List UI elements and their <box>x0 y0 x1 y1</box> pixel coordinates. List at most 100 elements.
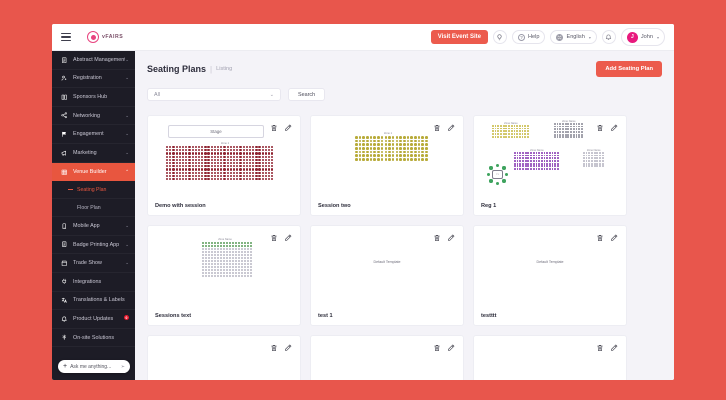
pencil-icon[interactable] <box>446 123 455 132</box>
chevron-down-icon: ⌄ <box>125 241 129 247</box>
seat <box>242 161 245 165</box>
seat <box>237 256 240 260</box>
trash-icon[interactable] <box>595 123 604 132</box>
seat <box>540 160 543 162</box>
seating-plan-card[interactable]: Stage Zone 1 Demo with session <box>147 115 301 216</box>
seating-plan-card[interactable]: Default Template test 1 <box>310 225 464 326</box>
pencil-icon[interactable] <box>446 343 455 352</box>
seat <box>232 174 236 177</box>
seat <box>557 165 559 168</box>
trash-icon[interactable] <box>269 123 278 132</box>
seat <box>519 154 522 157</box>
seat <box>268 155 271 158</box>
seating-plan-preview: Default Template <box>474 226 626 304</box>
sidebar-item-badge-printing-app[interactable]: Badge Printing App ⌄ <box>52 236 135 255</box>
sidebar-item-product-updates[interactable]: Product Updates 0 <box>52 310 135 329</box>
seating-plan-card[interactable] <box>473 335 627 380</box>
seat <box>494 127 497 130</box>
sidebar-item-on-site-solutions[interactable]: On-site Solutions <box>52 329 135 348</box>
breadcrumb: Listing <box>216 66 233 72</box>
search-button[interactable]: Search <box>288 88 326 101</box>
seat <box>421 143 424 146</box>
seat <box>223 174 226 177</box>
seat <box>570 128 572 131</box>
seat <box>548 162 551 165</box>
ask-me-anything-widget[interactable]: + Ask me anything... ➢ <box>58 360 130 373</box>
sidebar-item-engagement[interactable]: Engagement ⌄ <box>52 125 135 144</box>
pencil-icon[interactable] <box>609 123 618 132</box>
seat <box>191 174 194 177</box>
seat <box>225 259 228 262</box>
trash-icon[interactable] <box>269 233 278 242</box>
send-icon[interactable]: ➢ <box>120 363 125 370</box>
visit-event-site-button[interactable]: Visit Event Site <box>430 30 488 44</box>
seat <box>220 155 223 158</box>
seat <box>497 135 500 138</box>
seat <box>599 157 601 160</box>
seat <box>575 131 578 133</box>
trash-icon[interactable] <box>432 233 441 242</box>
sidebar-item-integrations[interactable]: Integrations <box>52 273 135 292</box>
seat <box>373 158 377 161</box>
plan-filter-select[interactable]: All ⌄ <box>147 88 281 101</box>
seat <box>562 125 564 128</box>
add-seating-plan-button[interactable]: Add Seating Plan <box>596 61 662 77</box>
pencil-icon[interactable] <box>283 233 292 242</box>
sidebar-item-marketing[interactable]: Marketing ⌄ <box>52 144 135 163</box>
seating-plan-card[interactable]: Default Template testttt <box>473 225 627 326</box>
sidebar-item-sponsors-hub[interactable]: Sponsors Hub <box>52 88 135 107</box>
help-button[interactable]: ? Help <box>511 30 546 44</box>
pencil-icon[interactable] <box>283 123 292 132</box>
seat <box>201 165 204 168</box>
seating-plan-card[interactable]: Zone 1 Session two <box>310 115 464 216</box>
sidebar-subitem-floor-plan[interactable]: Floor Plan <box>52 199 135 218</box>
breadcrumb-separator: | <box>210 64 213 74</box>
seat <box>502 135 505 138</box>
pencil-icon[interactable] <box>609 233 618 242</box>
pencil-icon[interactable] <box>446 233 455 242</box>
trash-icon[interactable] <box>595 343 604 352</box>
sidebar-item-registration[interactable]: Registration ⌄ <box>52 70 135 89</box>
sidebar-item-mobile-app[interactable]: Mobile App ⌄ <box>52 217 135 236</box>
seating-plans-grid-scroll[interactable]: Stage Zone 1 Demo with session Zone 1 Sessio… <box>135 115 674 380</box>
hamburger-icon[interactable] <box>61 33 71 41</box>
app-logo[interactable]: vFAIRS <box>87 31 123 43</box>
seating-plan-card[interactable] <box>147 335 301 380</box>
seating-plan-preview: Stage Zone 1 <box>148 116 300 194</box>
user-menu[interactable]: J John ▾ <box>620 28 665 46</box>
seat <box>236 177 239 181</box>
seat <box>172 177 175 181</box>
seat <box>527 160 530 162</box>
seating-plan-card[interactable]: Zone Name Zone Name Zone Name Zone Name T1 Re… <box>473 115 627 216</box>
sidebar-item-venue-builder[interactable]: Venue Builder ⌃ <box>52 162 135 182</box>
ask-input-placeholder[interactable]: Ask me anything... <box>70 363 112 370</box>
seating-plan-card[interactable] <box>310 335 464 380</box>
sidebar-item-networking[interactable]: Networking ⌄ <box>52 107 135 126</box>
sidebar-subitem-seating-plan[interactable]: Seating Plan <box>52 181 135 200</box>
seat <box>207 262 211 265</box>
trash-icon[interactable] <box>432 343 441 352</box>
sidebar-item-trade-show[interactable]: Trade Show ⌄ <box>52 254 135 273</box>
trash-icon[interactable] <box>595 233 604 242</box>
seat <box>222 250 225 254</box>
seat <box>580 131 583 133</box>
language-selector[interactable]: English ▾ <box>550 30 597 44</box>
seat <box>225 274 228 277</box>
notification-bell-icon[interactable] <box>601 30 616 44</box>
seat <box>391 139 395 143</box>
seating-plan-card[interactable]: Zone Name Sessions text <box>147 225 301 326</box>
trash-icon[interactable] <box>432 123 441 132</box>
seat <box>556 128 559 131</box>
seat <box>210 244 214 248</box>
sidebar-item-abstract-management[interactable]: Abstract Management ⌄ <box>52 51 135 70</box>
seat <box>492 133 494 135</box>
seat <box>226 171 229 174</box>
lightbulb-icon[interactable] <box>492 30 507 44</box>
card-title: testttt <box>481 313 497 319</box>
pencil-icon[interactable] <box>283 343 292 352</box>
seat <box>166 152 169 155</box>
sidebar-item-translations-labels[interactable]: Translations & Labels <box>52 292 135 311</box>
globe-icon <box>556 33 564 41</box>
trash-icon[interactable] <box>269 343 278 352</box>
pencil-icon[interactable] <box>609 343 618 352</box>
